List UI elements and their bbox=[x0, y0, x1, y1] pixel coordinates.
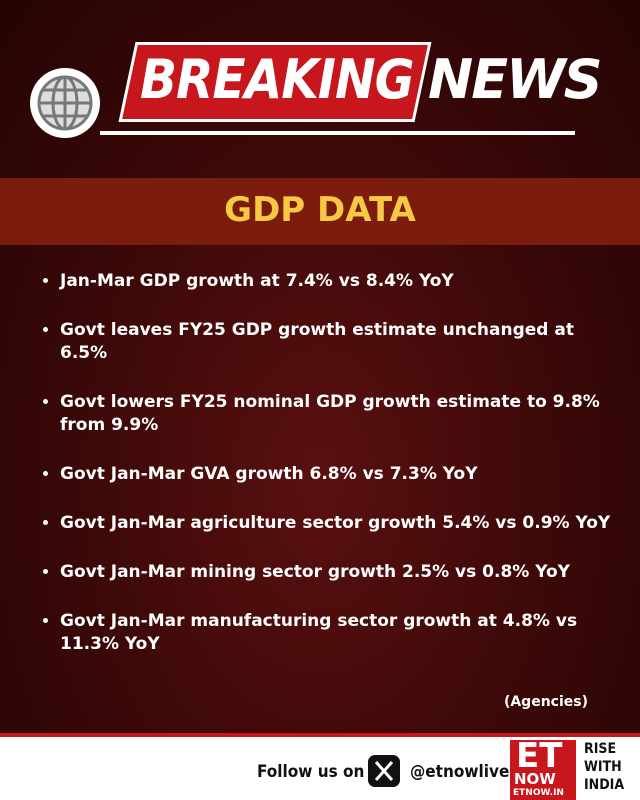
bullet: Jan-Mar GDP growth at 7.4% vs 8.4% YoY bbox=[60, 270, 620, 293]
x-icon[interactable] bbox=[368, 755, 400, 787]
x-glyph bbox=[374, 761, 394, 781]
bullet: Govt Jan-Mar manufacturing sector growth… bbox=[60, 610, 620, 656]
handle[interactable]: @etnowlive bbox=[410, 762, 510, 782]
tagline: RISE bbox=[584, 741, 617, 757]
news: NEWS bbox=[428, 48, 603, 111]
bullet: Govt Jan-Mar GVA growth 6.8% vs 7.3% YoY bbox=[60, 463, 620, 486]
bullet: Govt Jan-Mar agriculture sector growth 5… bbox=[60, 512, 620, 535]
bullet: Govt Jan-Mar mining sector growth 2.5% v… bbox=[60, 561, 620, 584]
globe-lines bbox=[37, 75, 93, 131]
bullet: Govt lowers FY25 nominal GDP growth esti… bbox=[60, 391, 620, 437]
globe-icon bbox=[30, 68, 100, 138]
rule bbox=[100, 131, 575, 135]
logo-et: ET bbox=[516, 736, 563, 776]
section-title: GDP DATA bbox=[224, 190, 416, 230]
bullet-list: Jan-Mar GDP growth at 7.4% vs 8.4% YoY Go… bbox=[38, 270, 620, 682]
source: (Agencies) bbox=[503, 694, 588, 710]
logo-site: ETNOW.IN bbox=[513, 788, 564, 798]
logo-now: NOW bbox=[514, 770, 556, 788]
bullet: Govt leaves FY25 GDP growth estimate unc… bbox=[60, 319, 620, 365]
logo-box bbox=[510, 740, 576, 800]
follow-text: Follow us on bbox=[257, 762, 365, 782]
tagline: INDIA bbox=[584, 777, 625, 793]
tagline: WITH bbox=[584, 759, 622, 775]
breaking: BREAKING bbox=[140, 48, 414, 111]
title-band bbox=[0, 178, 640, 245]
